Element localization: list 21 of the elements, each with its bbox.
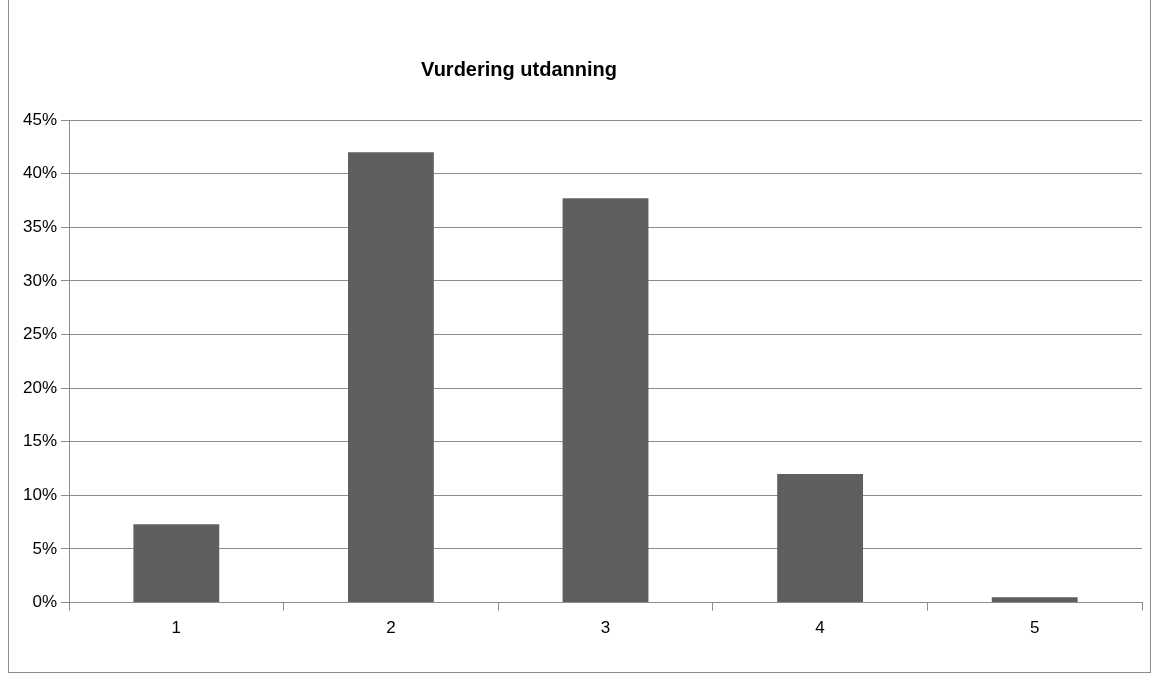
bar bbox=[562, 198, 649, 603]
x-tick-label: 1 bbox=[171, 618, 182, 638]
y-tick-label: 45% bbox=[22, 109, 58, 129]
y-tick-label: 0% bbox=[32, 592, 58, 612]
bar bbox=[777, 473, 864, 603]
y-tick-label: 10% bbox=[22, 485, 58, 505]
bar bbox=[348, 152, 434, 603]
x-tick-label: 5 bbox=[1029, 618, 1040, 638]
bar bbox=[133, 524, 220, 603]
y-tick-label: 20% bbox=[22, 377, 58, 397]
chart-title: Vurdering utdanning bbox=[420, 58, 618, 81]
y-tick-label: 5% bbox=[32, 538, 58, 558]
x-tick-label: 2 bbox=[386, 618, 396, 638]
y-tick-label: 25% bbox=[22, 324, 58, 344]
y-tick-label: 35% bbox=[22, 216, 58, 236]
bar bbox=[991, 597, 1078, 603]
x-tick-label: 3 bbox=[600, 618, 611, 638]
x-tick-label: 4 bbox=[815, 618, 825, 638]
y-tick-label: 15% bbox=[22, 431, 58, 451]
y-tick-label: 30% bbox=[22, 270, 58, 290]
y-tick-label: 40% bbox=[22, 163, 58, 183]
